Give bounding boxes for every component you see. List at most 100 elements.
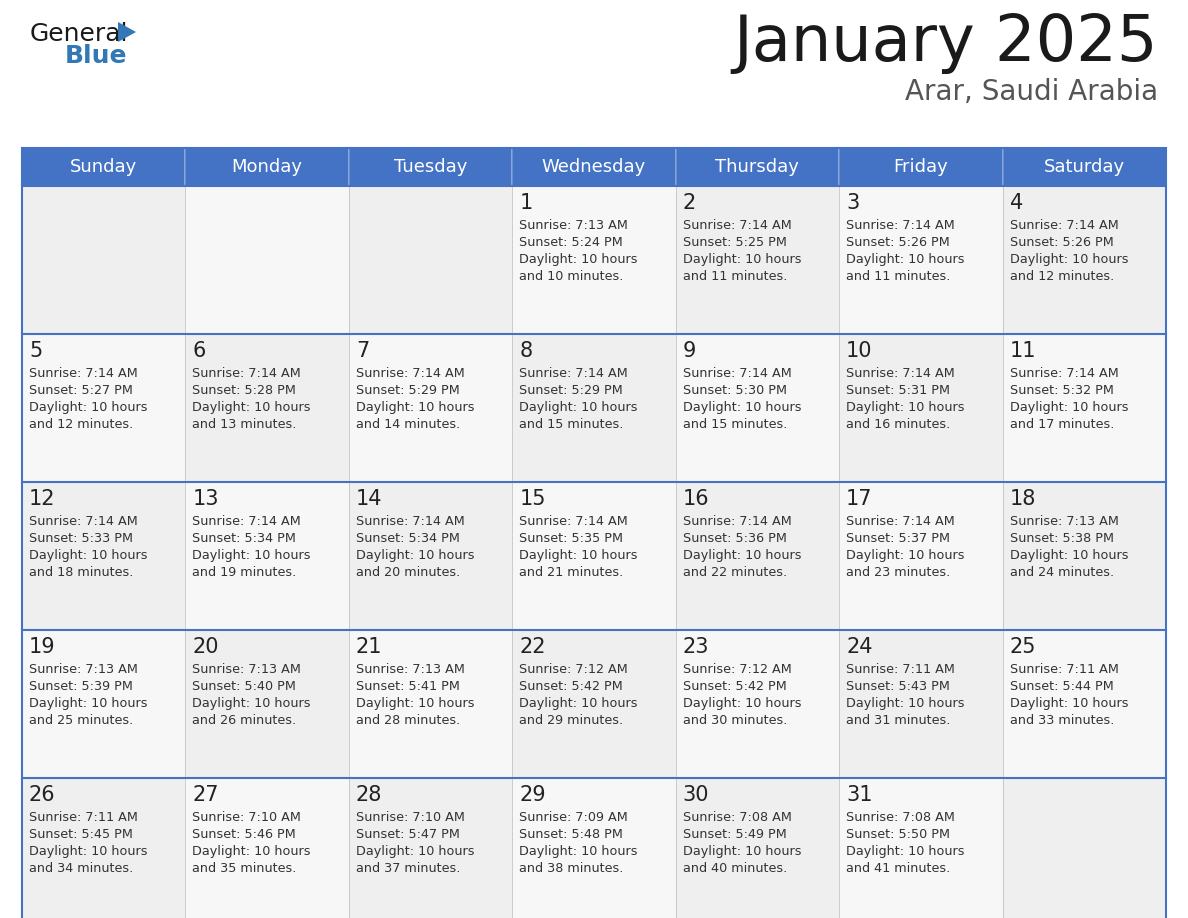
- Text: Sunrise: 7:12 AM: Sunrise: 7:12 AM: [519, 663, 628, 676]
- Bar: [23, 482, 185, 630]
- Text: 6: 6: [192, 341, 206, 361]
- Bar: [23, 148, 1165, 918]
- Text: and 17 minutes.: and 17 minutes.: [1010, 418, 1114, 431]
- Text: Daylight: 10 hours: Daylight: 10 hours: [1010, 697, 1129, 710]
- Text: and 16 minutes.: and 16 minutes.: [846, 418, 950, 431]
- Text: Sunset: 5:29 PM: Sunset: 5:29 PM: [356, 384, 460, 397]
- Text: Sunrise: 7:08 AM: Sunrise: 7:08 AM: [683, 811, 791, 824]
- Bar: [185, 482, 349, 630]
- Text: Daylight: 10 hours: Daylight: 10 hours: [519, 845, 638, 858]
- Text: Sunset: 5:30 PM: Sunset: 5:30 PM: [683, 384, 786, 397]
- Text: 8: 8: [519, 341, 532, 361]
- Text: 31: 31: [846, 785, 873, 805]
- Text: 5: 5: [29, 341, 43, 361]
- Bar: [349, 482, 512, 630]
- Text: Sunrise: 7:14 AM: Sunrise: 7:14 AM: [1010, 219, 1118, 232]
- Bar: [23, 334, 185, 482]
- Text: Sunset: 5:46 PM: Sunset: 5:46 PM: [192, 828, 296, 841]
- Text: Monday: Monday: [232, 158, 303, 176]
- Text: 22: 22: [519, 637, 545, 657]
- Text: Daylight: 10 hours: Daylight: 10 hours: [356, 845, 474, 858]
- Text: 12: 12: [29, 489, 56, 509]
- Text: 27: 27: [192, 785, 219, 805]
- Text: Sunrise: 7:13 AM: Sunrise: 7:13 AM: [29, 663, 138, 676]
- Text: 13: 13: [192, 489, 219, 509]
- Text: Sunrise: 7:10 AM: Sunrise: 7:10 AM: [356, 811, 465, 824]
- Text: and 22 minutes.: and 22 minutes.: [683, 566, 786, 579]
- Text: 30: 30: [683, 785, 709, 805]
- Text: Sunrise: 7:13 AM: Sunrise: 7:13 AM: [519, 219, 628, 232]
- Bar: [512, 148, 676, 186]
- Text: and 18 minutes.: and 18 minutes.: [29, 566, 133, 579]
- Bar: [23, 778, 185, 918]
- Text: 11: 11: [1010, 341, 1036, 361]
- Text: 25: 25: [1010, 637, 1036, 657]
- Text: Sunrise: 7:14 AM: Sunrise: 7:14 AM: [846, 367, 955, 380]
- Text: 21: 21: [356, 637, 383, 657]
- Bar: [349, 148, 512, 186]
- Text: and 24 minutes.: and 24 minutes.: [1010, 566, 1113, 579]
- Text: and 40 minutes.: and 40 minutes.: [683, 862, 786, 875]
- Text: Sunset: 5:38 PM: Sunset: 5:38 PM: [1010, 532, 1113, 545]
- Text: Daylight: 10 hours: Daylight: 10 hours: [846, 697, 965, 710]
- Text: and 12 minutes.: and 12 minutes.: [29, 418, 133, 431]
- Text: and 19 minutes.: and 19 minutes.: [192, 566, 297, 579]
- Text: Daylight: 10 hours: Daylight: 10 hours: [1010, 401, 1129, 414]
- Text: Sunday: Sunday: [70, 158, 138, 176]
- Bar: [512, 778, 676, 918]
- Text: Sunrise: 7:14 AM: Sunrise: 7:14 AM: [356, 515, 465, 528]
- Text: Sunrise: 7:11 AM: Sunrise: 7:11 AM: [29, 811, 138, 824]
- Text: Wednesday: Wednesday: [542, 158, 646, 176]
- Text: Daylight: 10 hours: Daylight: 10 hours: [846, 845, 965, 858]
- Text: 10: 10: [846, 341, 873, 361]
- Bar: [512, 334, 676, 482]
- Bar: [839, 630, 1003, 778]
- Text: Sunset: 5:34 PM: Sunset: 5:34 PM: [356, 532, 460, 545]
- Text: Sunset: 5:37 PM: Sunset: 5:37 PM: [846, 532, 950, 545]
- Text: and 33 minutes.: and 33 minutes.: [1010, 714, 1114, 727]
- Text: Sunset: 5:26 PM: Sunset: 5:26 PM: [1010, 236, 1113, 249]
- Text: Friday: Friday: [893, 158, 948, 176]
- Text: Sunrise: 7:09 AM: Sunrise: 7:09 AM: [519, 811, 628, 824]
- Text: 4: 4: [1010, 193, 1023, 213]
- Text: Daylight: 10 hours: Daylight: 10 hours: [846, 253, 965, 266]
- Text: Sunrise: 7:13 AM: Sunrise: 7:13 AM: [192, 663, 302, 676]
- Text: Sunrise: 7:14 AM: Sunrise: 7:14 AM: [683, 367, 791, 380]
- Text: Sunrise: 7:14 AM: Sunrise: 7:14 AM: [1010, 367, 1118, 380]
- Text: 20: 20: [192, 637, 219, 657]
- Text: Sunset: 5:35 PM: Sunset: 5:35 PM: [519, 532, 624, 545]
- Text: Sunset: 5:44 PM: Sunset: 5:44 PM: [1010, 680, 1113, 693]
- Bar: [185, 148, 349, 186]
- Text: Daylight: 10 hours: Daylight: 10 hours: [683, 549, 801, 562]
- Bar: [185, 778, 349, 918]
- Text: Sunrise: 7:14 AM: Sunrise: 7:14 AM: [192, 515, 302, 528]
- Text: Sunset: 5:49 PM: Sunset: 5:49 PM: [683, 828, 786, 841]
- Text: Sunset: 5:42 PM: Sunset: 5:42 PM: [519, 680, 623, 693]
- Text: Daylight: 10 hours: Daylight: 10 hours: [519, 549, 638, 562]
- Text: and 11 minutes.: and 11 minutes.: [683, 270, 788, 283]
- Text: Sunset: 5:47 PM: Sunset: 5:47 PM: [356, 828, 460, 841]
- Text: and 30 minutes.: and 30 minutes.: [683, 714, 788, 727]
- Text: Daylight: 10 hours: Daylight: 10 hours: [356, 697, 474, 710]
- Text: 1: 1: [519, 193, 532, 213]
- Text: Sunrise: 7:13 AM: Sunrise: 7:13 AM: [1010, 515, 1118, 528]
- Text: Daylight: 10 hours: Daylight: 10 hours: [846, 549, 965, 562]
- Text: 16: 16: [683, 489, 709, 509]
- Text: Daylight: 10 hours: Daylight: 10 hours: [356, 401, 474, 414]
- Text: and 14 minutes.: and 14 minutes.: [356, 418, 460, 431]
- Bar: [676, 148, 839, 186]
- Text: Sunrise: 7:14 AM: Sunrise: 7:14 AM: [356, 367, 465, 380]
- Text: Daylight: 10 hours: Daylight: 10 hours: [29, 401, 147, 414]
- Text: and 11 minutes.: and 11 minutes.: [846, 270, 950, 283]
- Polygon shape: [118, 22, 135, 42]
- Text: 28: 28: [356, 785, 383, 805]
- Text: Sunrise: 7:14 AM: Sunrise: 7:14 AM: [846, 219, 955, 232]
- Text: and 31 minutes.: and 31 minutes.: [846, 714, 950, 727]
- Text: Daylight: 10 hours: Daylight: 10 hours: [683, 253, 801, 266]
- Text: January 2025: January 2025: [733, 12, 1158, 74]
- Text: Daylight: 10 hours: Daylight: 10 hours: [192, 845, 311, 858]
- Text: and 13 minutes.: and 13 minutes.: [192, 418, 297, 431]
- Bar: [1003, 482, 1165, 630]
- Text: Sunrise: 7:14 AM: Sunrise: 7:14 AM: [683, 515, 791, 528]
- Text: and 28 minutes.: and 28 minutes.: [356, 714, 460, 727]
